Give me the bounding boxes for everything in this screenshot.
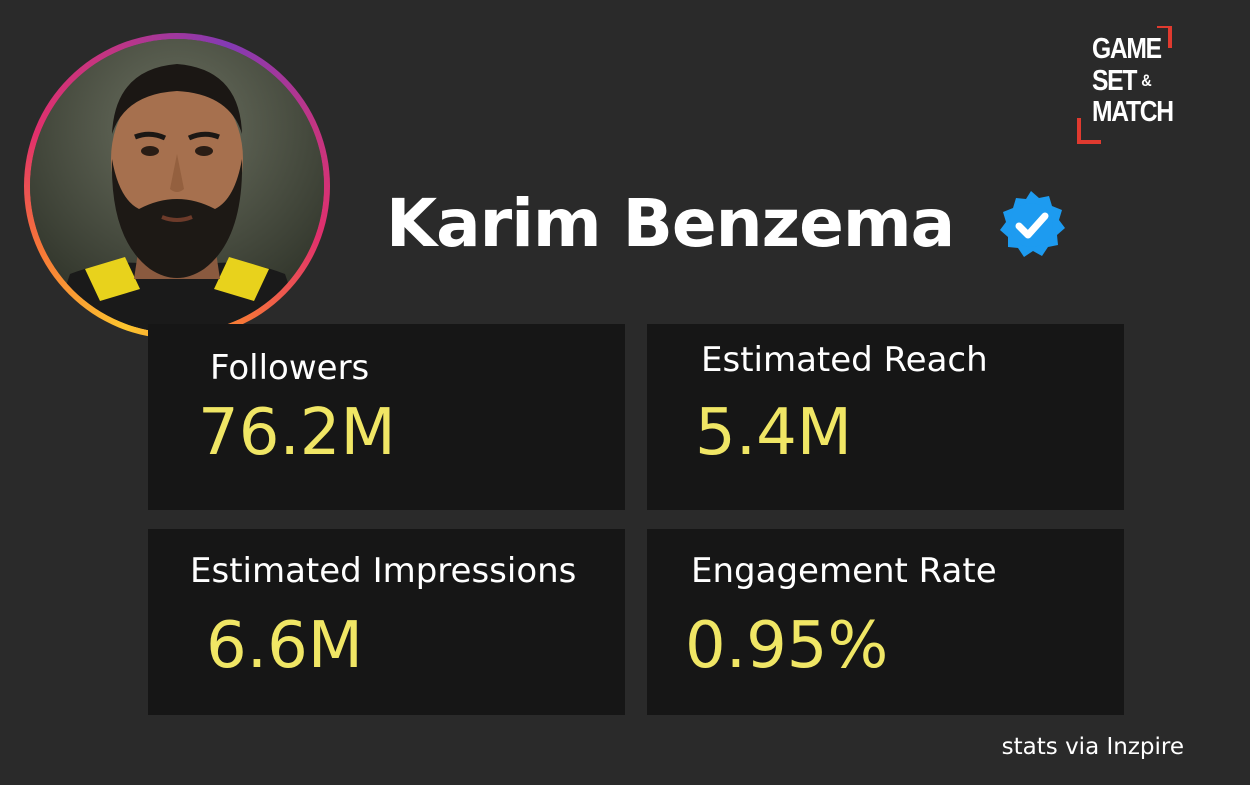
profile-name: Karim Benzema xyxy=(386,185,955,262)
brand-logo: GAME SET & MATCH xyxy=(1075,26,1175,144)
logo-line-set: SET xyxy=(1092,65,1137,97)
stat-label: Estimated Reach xyxy=(701,340,988,380)
logo-line-game: GAME xyxy=(1092,33,1162,65)
stat-value: 76.2M xyxy=(198,396,396,470)
stat-card-estimated-reach: Estimated Reach 5.4M xyxy=(647,324,1124,510)
stat-card-engagement-rate: Engagement Rate 0.95% xyxy=(647,529,1124,715)
verified-badge-icon xyxy=(1000,191,1065,257)
stat-label: Engagement Rate xyxy=(691,551,997,591)
logo-line-match: MATCH xyxy=(1092,96,1174,128)
logo-ampersand: & xyxy=(1141,71,1152,90)
stat-value: 5.4M xyxy=(695,396,852,470)
stat-label: Followers xyxy=(210,348,370,388)
stat-card-estimated-impressions: Estimated Impressions 6.6M xyxy=(148,529,625,715)
stat-value: 0.95% xyxy=(685,609,889,683)
avatar xyxy=(30,39,324,333)
logo-bracket-icon xyxy=(1077,26,1172,144)
stat-value: 6.6M xyxy=(206,609,363,683)
avatar-ring xyxy=(24,33,330,339)
stat-card-followers: Followers 76.2M xyxy=(148,324,625,510)
profile-photo-icon xyxy=(30,39,324,333)
source-credit: stats via Inzpire xyxy=(1001,734,1184,760)
stat-label: Estimated Impressions xyxy=(190,551,577,591)
